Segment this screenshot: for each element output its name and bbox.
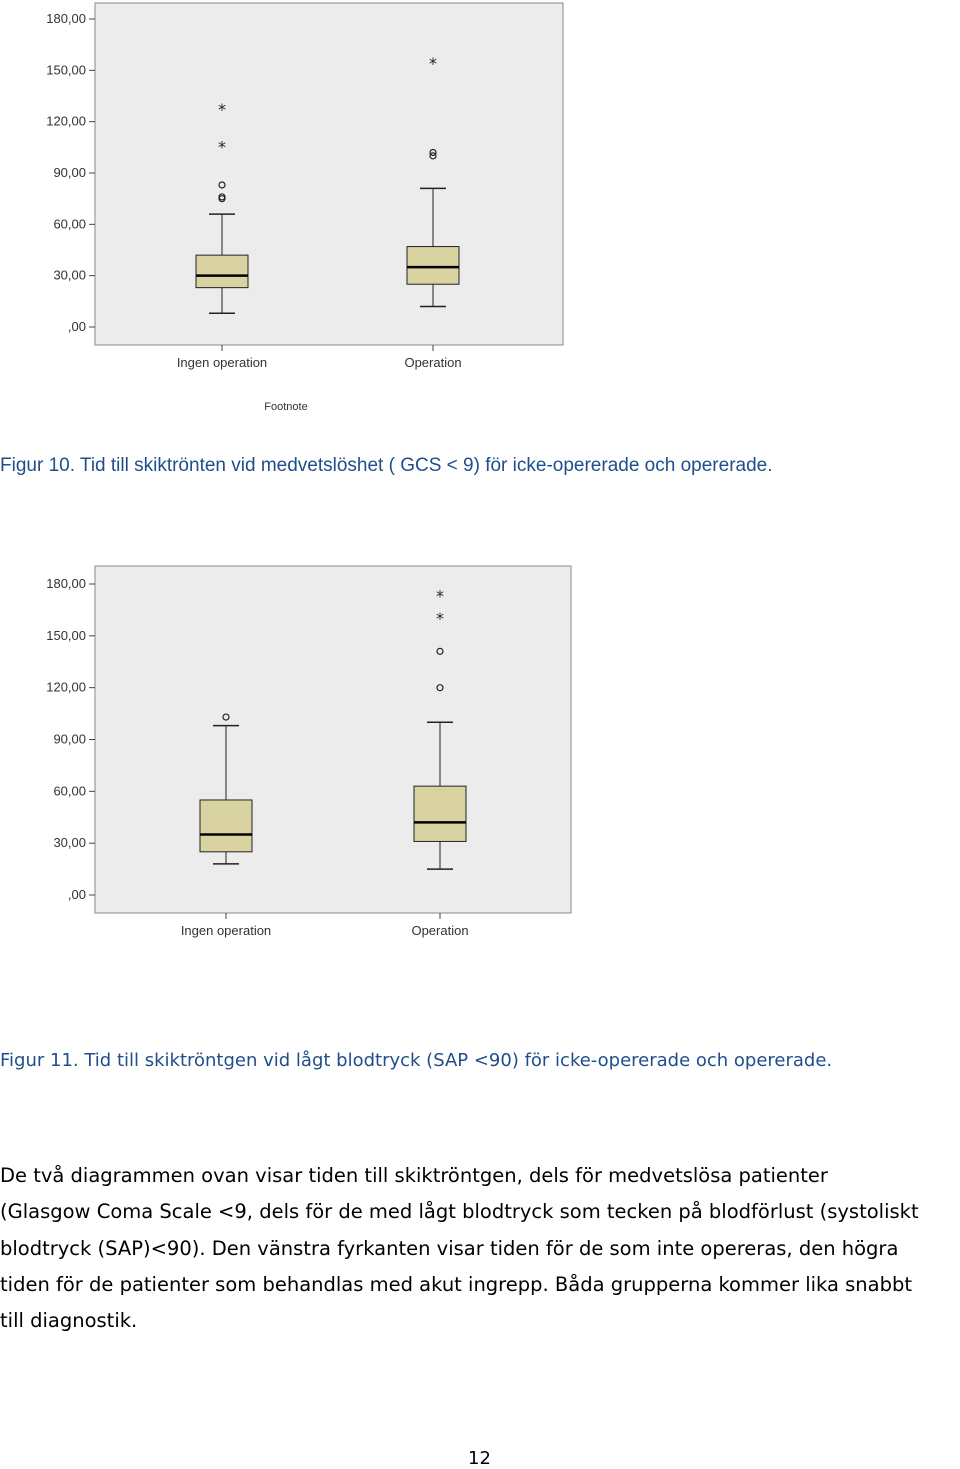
extreme-point: * xyxy=(436,586,444,605)
plot-area xyxy=(94,2,564,346)
y-tick-label: ,00 xyxy=(68,319,86,334)
y-tick-label: 90,00 xyxy=(53,165,86,180)
extreme-point: * xyxy=(429,54,437,73)
outlier-point xyxy=(222,713,230,721)
figure-caption-10: Figur 10. Tid till skiktrönten vid medve… xyxy=(0,455,773,476)
y-tick-label: 30,00 xyxy=(53,835,86,850)
y-tick-label: 90,00 xyxy=(53,732,86,747)
y-tick-label: 60,00 xyxy=(53,216,86,231)
body-paragraph: De två diagrammen ovan visar tiden till … xyxy=(0,1158,960,1339)
body-line: till diagnostik. xyxy=(0,1309,138,1333)
figure-caption-11: Figur 11. Tid till skiktröntgen vid lågt… xyxy=(0,1050,833,1071)
x-tick-label: Operation xyxy=(404,355,461,370)
y-tick-label: 30,00 xyxy=(53,268,86,283)
body-line: De två diagrammen ovan visar tiden till … xyxy=(0,1164,828,1187)
extreme-point: * xyxy=(218,100,226,119)
x-tick-label: Ingen operation xyxy=(177,355,267,370)
y-tick-label: 180,00 xyxy=(46,11,86,26)
box xyxy=(413,785,467,842)
extreme-point: * xyxy=(218,138,226,157)
box xyxy=(199,799,253,853)
footnote: Footnote xyxy=(264,401,307,413)
outlier-point xyxy=(429,148,437,157)
outlier-point xyxy=(436,647,444,655)
outlier-point xyxy=(436,684,444,692)
x-tick-label: Operation xyxy=(411,923,468,938)
box xyxy=(195,254,249,289)
y-tick-label: 150,00 xyxy=(46,62,86,77)
y-tick-label: 150,00 xyxy=(46,628,86,643)
y-tick-label: 180,00 xyxy=(46,576,86,591)
outlier-point xyxy=(429,152,437,160)
y-tick-label: ,00 xyxy=(68,887,86,902)
chart-sap: ,00 30,00 60,00 90,00 120,00 150,00 180,00 Inge… xyxy=(46,565,572,938)
extreme-point: * xyxy=(436,609,444,628)
body-line: (Glasgow Coma Scale <9, dels för de med … xyxy=(0,1200,919,1224)
box xyxy=(406,246,460,285)
y-tick-label: 120,00 xyxy=(46,114,86,129)
y-tick-label: 60,00 xyxy=(53,783,86,798)
body-line: blodtryck (SAP)<90). Den vänstra fyrkant… xyxy=(0,1236,899,1260)
body-line: tiden för de patienter som behandlas med… xyxy=(0,1272,912,1296)
plot-area xyxy=(94,565,572,914)
x-tick-label: Ingen operation xyxy=(181,923,271,938)
outlier-point xyxy=(218,193,226,201)
chart-gcs: ,00 30,00 60,00 90,00 120,00 150,00 180,00 Inge… xyxy=(46,2,564,413)
y-tick-label: 120,00 xyxy=(46,680,86,695)
page-number: 12 xyxy=(468,1448,491,1469)
outlier-point xyxy=(218,181,226,189)
